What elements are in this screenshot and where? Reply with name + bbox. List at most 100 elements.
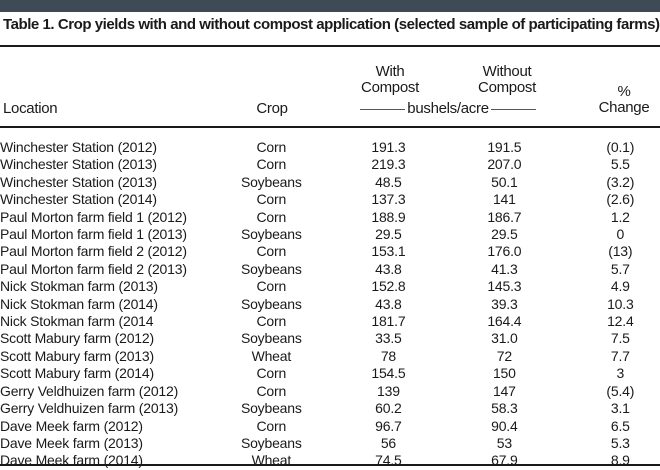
spacer-cell: [430, 313, 463, 330]
table-title: Table 1. Crop yields with and without co…: [3, 16, 660, 33]
without-compost-cell: 141: [492, 191, 516, 208]
crop-cell: Corn: [256, 139, 287, 155]
percent-change-cell: 5.3: [610, 434, 630, 451]
crop-cell: Corn: [256, 365, 287, 382]
spacer-cell: [430, 400, 463, 417]
without-compost-cell: 145.3: [487, 278, 522, 295]
percent-change-cell: 3.1: [610, 400, 630, 417]
table-row: Paul Morton farm field 1 (2012) Corn 188.9…: [0, 209, 660, 226]
table-row: Winchester Station (2014) Corn 137.3 141 (2.…: [0, 191, 660, 208]
spacer-cell: [430, 418, 463, 435]
top-bar: [0, 0, 660, 12]
spacer-cell: [546, 435, 581, 452]
spacer-cell: [311, 226, 347, 243]
header-percent-change: % Change: [584, 84, 660, 116]
units-text: bushels/acre: [407, 100, 489, 117]
with-compost-cell: 153.1: [371, 243, 406, 260]
spacer-cell: [430, 278, 463, 295]
without-compost-cell: 53: [496, 434, 512, 451]
location-cell: Nick Stokman farm (2014): [0, 295, 158, 312]
table-row: Nick Stokman farm (2013) Corn 152.8 145.3 4.…: [0, 278, 660, 295]
spacer-cell: [546, 383, 581, 400]
without-compost-cell: 72: [496, 347, 512, 364]
with-compost-cell: 56: [380, 434, 396, 451]
spacer-cell: [311, 261, 347, 278]
spacer-cell: [546, 174, 581, 191]
header-pct-line1: %: [617, 83, 631, 100]
percent-change-cell: 1.2: [610, 208, 630, 225]
table-row: Scott Mabury farm (2013) Wheat 78 72 7.7: [0, 348, 660, 365]
spacer-cell: [311, 452, 347, 469]
table-row: Paul Morton farm field 1 (2013) Soybeans 2…: [0, 226, 660, 243]
percent-change-cell: 6.5: [610, 417, 630, 434]
table-row: Winchester Station (2012) Corn 191.3 191.5 (…: [0, 139, 660, 156]
units-label: bushels/acre: [358, 101, 538, 117]
percent-change-cell: 12.4: [607, 313, 634, 330]
without-compost-cell: 147: [492, 382, 516, 399]
with-compost-cell: 96.7: [375, 417, 402, 434]
spacer-cell: [430, 243, 463, 260]
with-compost-cell: 78: [380, 347, 396, 364]
without-compost-cell: 176.0: [487, 243, 522, 260]
spacer-cell: [311, 278, 347, 295]
spacer-cell: [311, 313, 347, 330]
crop-cell: Wheat: [251, 452, 292, 469]
spacer-cell: [311, 139, 347, 156]
spacer-cell: [311, 174, 347, 191]
spacer-cell: [311, 418, 347, 435]
with-compost-cell: 48.5: [375, 173, 402, 190]
percent-change-cell: 5.7: [610, 260, 630, 277]
percent-change-cell: 4.9: [610, 278, 630, 295]
table-row: Nick Stokman farm (2014 Corn 181.7 164.4 12.…: [0, 313, 660, 330]
header-with-compost: With Compost: [348, 64, 432, 96]
with-compost-cell: 152.8: [371, 278, 406, 295]
units-rule-right: [490, 108, 537, 110]
spacer-cell: [430, 174, 463, 191]
table-row: Paul Morton farm field 2 (2013) Soybeans 4…: [0, 261, 660, 278]
crop-cell: Corn: [256, 243, 287, 260]
without-compost-cell: 29.5: [491, 226, 518, 243]
header-with-line2: Compost: [361, 79, 419, 96]
crop-cell: Corn: [256, 417, 287, 434]
header-without-line2: Compost: [478, 79, 536, 96]
spacer-cell: [430, 365, 463, 382]
with-compost-cell: 74.5: [375, 452, 402, 469]
spacer-cell: [546, 243, 581, 260]
percent-change-cell: 7.7: [610, 347, 630, 364]
spacer-cell: [430, 261, 463, 278]
without-compost-cell: 191.5: [487, 139, 522, 155]
spacer-cell: [546, 365, 581, 382]
crop-cell: Soybeans: [240, 400, 302, 417]
without-compost-cell: 164.4: [487, 313, 522, 330]
spacer-cell: [546, 191, 581, 208]
percent-change-cell: (3.2): [606, 173, 635, 190]
spacer-cell: [430, 139, 463, 156]
crop-cell: Corn: [256, 313, 287, 330]
spacer-cell: [311, 330, 347, 347]
spacer-cell: [311, 435, 347, 452]
spacer-cell: [311, 383, 347, 400]
spacer-cell: [546, 261, 581, 278]
header-with-line1: With: [375, 63, 405, 80]
table-row: Scott Mabury farm (2012) Soybeans 33.5 31.0…: [0, 330, 660, 347]
location-cell: Scott Mabury farm (2014): [0, 365, 154, 382]
spacer-cell: [430, 156, 463, 173]
with-compost-cell: 33.5: [375, 330, 402, 347]
spacer-cell: [311, 296, 347, 313]
header-without-compost: Without Compost: [465, 64, 549, 96]
without-compost-cell: 150: [492, 365, 516, 382]
spacer-cell: [546, 348, 581, 365]
spacer-cell: [430, 452, 463, 469]
percent-change-cell: 3: [616, 365, 625, 382]
table-row: Gerry Veldhuizen farm (2012) Corn 139 147 (5…: [0, 383, 660, 400]
crop-cell: Soybeans: [240, 295, 302, 312]
without-compost-cell: 41.3: [491, 260, 518, 277]
spacer-cell: [546, 156, 581, 173]
with-compost-cell: 191.3: [371, 139, 406, 155]
spacer-cell: [430, 435, 463, 452]
location-cell: Gerry Veldhuizen farm (2013): [0, 400, 179, 417]
header-bottom-rule: [0, 126, 660, 128]
with-compost-cell: 43.8: [375, 260, 402, 277]
percent-change-cell: 0: [616, 226, 625, 243]
spacer-cell: [546, 226, 581, 243]
